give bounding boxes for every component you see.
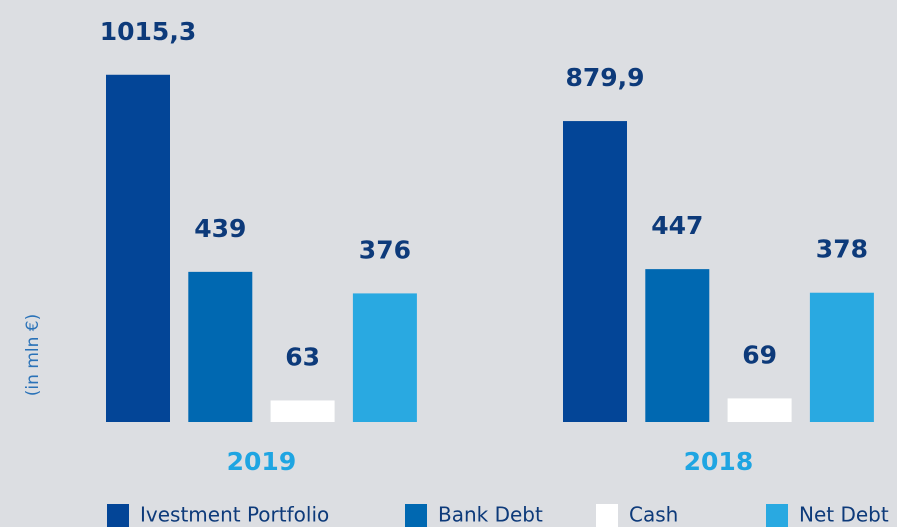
value-label: 376 [359,235,411,264]
bar [352,293,417,422]
legend-label: Bank Debt [438,503,543,527]
bar [645,269,710,422]
category-label: 2019 [227,447,297,476]
legend-label: Cash [629,503,678,527]
bar [727,398,792,422]
category-label: 2018 [684,447,754,476]
bar [188,271,253,422]
legend-swatch [107,504,129,527]
value-label: 63 [285,342,320,371]
legend-swatch [405,504,427,527]
bar [270,400,335,422]
y-axis-label: (in mln €) [23,314,43,396]
bar [563,121,627,422]
legend-swatch [596,504,618,527]
value-label: 439 [194,214,246,243]
value-label: 69 [742,340,777,369]
value-label: 1015,3 [100,17,196,46]
bar [106,74,170,423]
legend-label: Ivestment Portfolio [140,503,329,527]
legend-label: Net Debt [799,503,889,527]
value-label: 879,9 [565,63,644,92]
bar [809,292,874,422]
value-label: 447 [651,211,703,240]
legend-swatch [766,504,788,527]
value-label: 378 [816,235,868,264]
